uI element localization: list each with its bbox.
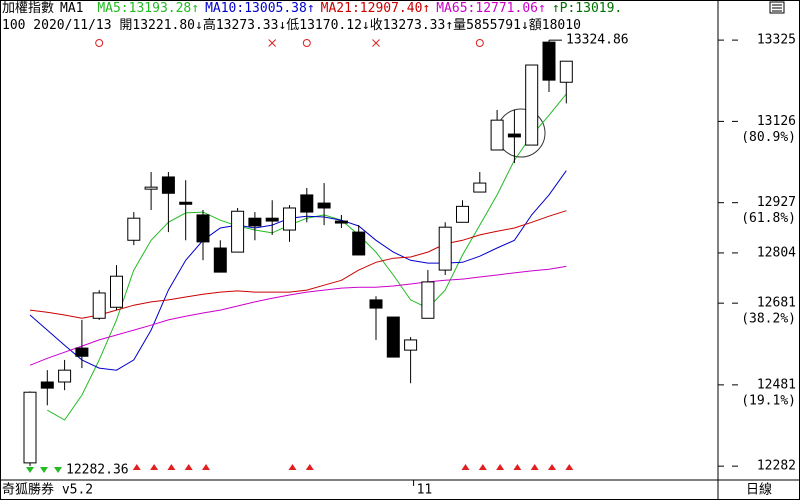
ma-line (29, 265, 567, 366)
candle-body (421, 281, 435, 319)
candle-body (213, 247, 227, 273)
signal-triangle (478, 464, 487, 470)
fib-label: (61.8%) (741, 211, 796, 226)
fib-label: (38.2%) (741, 312, 796, 327)
signal-triangle (184, 464, 193, 470)
candle-body (161, 176, 175, 194)
max-label: 13324.86 (566, 33, 629, 48)
min-label: 12282.36 (66, 463, 129, 478)
signal-triangle (513, 464, 522, 470)
ma-lines (29, 93, 567, 421)
price-label: ↑P:13019. (551, 1, 623, 16)
menu-icon[interactable] (769, 1, 785, 14)
period-label[interactable]: 日線 (746, 482, 772, 498)
down-marker (40, 467, 48, 474)
y-tick-label: 12927 (757, 195, 796, 210)
candle-body (110, 275, 123, 308)
candle-body (456, 205, 469, 223)
signal-circle (475, 39, 484, 47)
signal-triangle (132, 464, 141, 470)
candle-body (559, 60, 573, 83)
signal-triangle (461, 464, 470, 470)
signal-triangle (202, 464, 210, 470)
candle-body (40, 381, 54, 389)
candle-body (265, 217, 279, 222)
candle-body (75, 347, 89, 357)
y-tick-label: 12804 (757, 245, 796, 260)
candle-body (248, 217, 262, 227)
candle-body (404, 339, 418, 351)
candle-body (334, 220, 348, 224)
legend-entry: MA65:12771.06↑ (436, 1, 546, 16)
candle-body (179, 201, 193, 205)
signal-circle (302, 39, 311, 47)
ma-line (29, 170, 567, 371)
candle-body (473, 182, 487, 193)
signal-cross (372, 39, 380, 47)
candle-body (369, 299, 383, 309)
candle-body (283, 207, 296, 231)
ma-mode: MA1 (60, 1, 84, 16)
signal-triangle (496, 464, 505, 470)
signal-circle (95, 39, 104, 47)
down-marker (54, 467, 62, 474)
y-tick-label: 13126 (757, 114, 796, 129)
signal-cross (268, 39, 277, 47)
ma-line (47, 93, 567, 421)
y-tick-label: 12681 (757, 296, 796, 311)
candle-body (507, 133, 521, 138)
menu-box[interactable] (769, 1, 785, 14)
x-tick-label: 11 (417, 483, 433, 498)
indicator-line: 加權指數 MA1 MA5:13193.28↑ MA10:13005.38↑ MA21:… (2, 0, 716, 17)
signal-triangle (167, 464, 176, 470)
signal-triangle (565, 464, 574, 470)
signal-triangle (548, 464, 556, 470)
ma-line (29, 210, 567, 319)
y-tick-label: 12481 (757, 377, 796, 392)
candle-body (542, 41, 556, 81)
candle-body (144, 186, 158, 190)
signal-triangle (288, 464, 297, 470)
candle-body (196, 214, 210, 243)
y-tick-label: 12282 (757, 459, 796, 474)
candle-body (231, 210, 245, 253)
index-name: 加權指數 (2, 1, 55, 16)
legend-entry: MA5:13193.28↑ (97, 1, 200, 16)
signal-triangle (150, 464, 159, 470)
candle-body (317, 202, 331, 209)
brand: 奇狐勝券 v5.2 (2, 482, 93, 498)
candle-body (127, 217, 141, 241)
signal-triangle (305, 464, 314, 470)
legend-entry: MA10:13005.38↑ (205, 1, 315, 16)
y-tick-label: 13325 (757, 33, 796, 48)
candle-body (58, 369, 72, 383)
candle-body (300, 194, 314, 213)
candle-body (525, 64, 539, 146)
signal-triangle (530, 464, 539, 470)
candle-body (92, 292, 106, 319)
candle-body (490, 119, 504, 151)
quote-line: 100 2020/11/13 開13221.80↓高13273.33↓低1317… (2, 17, 716, 34)
candle-body (386, 316, 400, 358)
legend-entry: MA21:12907.40↑ (320, 1, 431, 16)
candle-body (352, 231, 366, 256)
candle-body (23, 391, 37, 464)
fib-label: (19.1%) (741, 393, 796, 408)
candle-body (438, 226, 452, 271)
down-marker (26, 467, 34, 474)
quote-info: 100 2020/11/13 開13221.80↓高13273.33↓低1317… (2, 18, 581, 33)
fib-label: (80.9%) (741, 130, 796, 145)
